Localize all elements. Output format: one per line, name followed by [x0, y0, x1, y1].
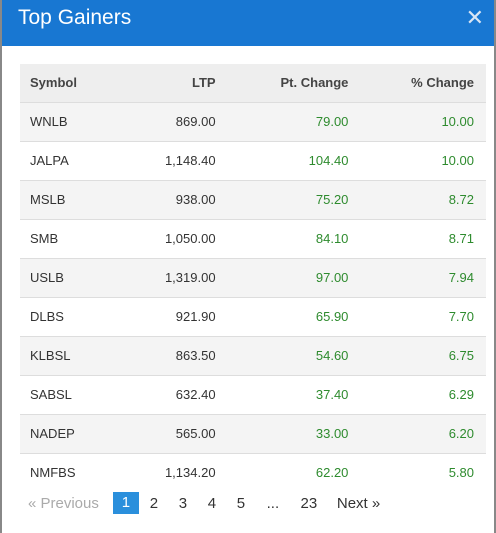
symbol-cell[interactable]: JALPA [30, 153, 69, 168]
column-header-ltp[interactable]: LTP [191, 75, 216, 91]
pct-change-cell: 6.75 [448, 348, 474, 363]
page-1[interactable]: 1 [112, 492, 139, 514]
ltp-cell: 1,148.40 [164, 153, 216, 168]
pagination-previous[interactable]: « Previous [28, 494, 99, 512]
symbol-cell[interactable]: NMFBS [30, 465, 76, 481]
pt-change-cell: 37.40 [315, 387, 349, 402]
ltp-cell: 565.00 [175, 426, 216, 441]
modal-title: Top Gainers [18, 6, 132, 29]
column-header-symbol[interactable]: Symbol [30, 75, 77, 91]
table-row: WNLB 869.00 79.00 10.00 [20, 102, 486, 141]
symbol-cell[interactable]: SMB [30, 231, 59, 246]
pt-change-cell: 62.20 [315, 465, 349, 481]
pct-change-cell: 7.70 [448, 309, 474, 324]
pt-change-cell: 75.20 [315, 192, 349, 207]
table-row: SMB 1,050.00 84.10 8.71 [20, 219, 486, 258]
pct-change-cell: 7.94 [448, 270, 474, 285]
symbol-cell[interactable]: WNLB [30, 114, 68, 129]
symbol-cell[interactable]: DLBS [30, 309, 64, 324]
pt-change-cell: 54.60 [315, 348, 349, 363]
pt-change-cell: 79.00 [315, 114, 349, 129]
page-5[interactable]: 5 [236, 494, 246, 512]
ltp-cell: 921.90 [175, 309, 216, 324]
page-4[interactable]: 4 [207, 494, 217, 512]
table-row: KLBSL 863.50 54.60 6.75 [20, 336, 486, 375]
table-row: NADEP 565.00 33.00 6.20 [20, 414, 486, 453]
ltp-cell: 1,319.00 [164, 270, 216, 285]
symbol-cell[interactable]: NADEP [30, 426, 75, 441]
pt-change-cell: 97.00 [315, 270, 349, 285]
symbol-cell[interactable]: KLBSL [30, 348, 71, 363]
symbol-cell[interactable]: MSLB [30, 192, 66, 207]
ltp-cell: 1,134.20 [164, 465, 216, 481]
column-header-pct-change[interactable]: % Change [411, 75, 474, 91]
pt-change-cell: 65.90 [315, 309, 349, 324]
pct-change-cell: 6.20 [448, 426, 474, 441]
pagination-next[interactable]: Next » [336, 494, 381, 512]
pct-change-cell: 6.29 [448, 387, 474, 402]
ltp-cell: 869.00 [175, 114, 216, 129]
table-row: DLBS 921.90 65.90 7.70 [20, 297, 486, 336]
page-2[interactable]: 2 [149, 494, 159, 512]
column-header-pt-change[interactable]: Pt. Change [280, 75, 349, 91]
pagination-ellipsis: ... [266, 494, 280, 512]
symbol-cell[interactable]: SABSL [30, 387, 72, 402]
pct-change-cell: 10.00 [441, 114, 474, 129]
pct-change-cell: 5.80 [448, 465, 474, 481]
page-3[interactable]: 3 [178, 494, 188, 512]
ltp-cell: 863.50 [175, 348, 216, 363]
close-icon[interactable]: ✕ [465, 5, 484, 30]
pct-change-cell: 8.71 [448, 231, 474, 246]
modal-header: Top Gainers ✕ [2, 0, 494, 46]
table-row: MSLB 938.00 75.20 8.72 [20, 180, 486, 219]
table-row: JALPA 1,148.40 104.40 10.00 [20, 141, 486, 180]
pt-change-cell: 84.10 [315, 231, 349, 246]
table-header-row: Symbol LTP Pt. Change % Change [20, 64, 486, 102]
pt-change-cell: 104.40 [308, 153, 349, 168]
pagination: « Previous 1 2 3 4 5 ... 23 Next » [20, 492, 380, 514]
ltp-cell: 1,050.00 [164, 231, 216, 246]
pct-change-cell: 10.00 [441, 153, 474, 168]
ltp-cell: 632.40 [175, 387, 216, 402]
table-row: USLB 1,319.00 97.00 7.94 [20, 258, 486, 297]
page-23[interactable]: 23 [300, 494, 318, 512]
symbol-cell[interactable]: USLB [30, 270, 64, 285]
table-row: NMFBS 1,134.20 62.20 5.80 [20, 453, 486, 492]
pct-change-cell: 8.72 [448, 192, 474, 207]
pt-change-cell: 33.00 [315, 426, 349, 441]
gainers-table: Symbol LTP Pt. Change % Change WNLB 869.… [20, 64, 486, 492]
table-row: SABSL 632.40 37.40 6.29 [20, 375, 486, 414]
ltp-cell: 938.00 [175, 192, 216, 207]
